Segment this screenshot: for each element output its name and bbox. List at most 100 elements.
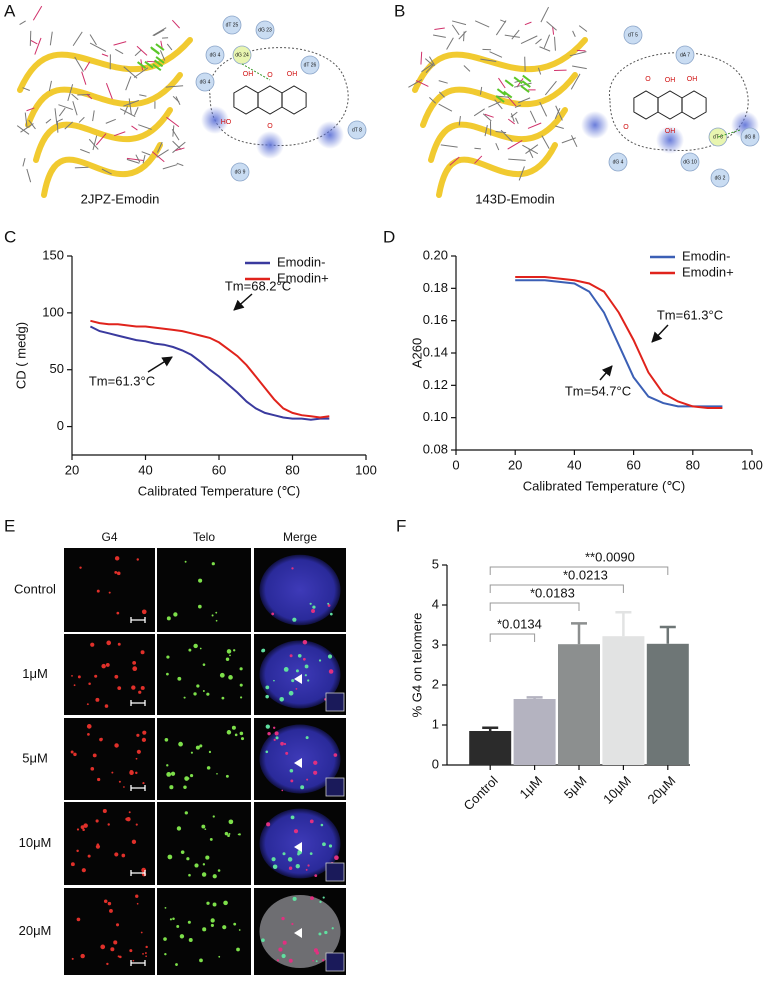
focus	[282, 852, 286, 856]
stick	[74, 56, 84, 72]
structure-caption: 2JPZ-Emodin	[81, 191, 160, 206]
focus	[283, 667, 289, 672]
stick	[429, 56, 436, 66]
residue-label: dG 24	[235, 52, 249, 58]
stick	[525, 144, 539, 154]
significance-bracket	[489, 633, 536, 642]
focus	[106, 640, 112, 646]
annotation-arrow	[147, 356, 173, 373]
stick	[171, 19, 181, 29]
stick	[166, 116, 180, 128]
exposure-blob	[316, 121, 344, 149]
ligand-stick	[152, 63, 162, 72]
focus	[106, 962, 109, 966]
residue-label: dG 9	[235, 169, 246, 175]
residue-label: dT 26	[304, 62, 317, 68]
stick	[113, 41, 127, 46]
residue-label: dG 23	[258, 27, 272, 33]
focus	[90, 642, 95, 647]
y-tick-label: 2	[432, 676, 439, 691]
focus	[239, 683, 243, 687]
focus	[172, 917, 175, 921]
stick	[123, 106, 129, 115]
nucleus	[259, 640, 341, 709]
focus	[280, 741, 284, 746]
focus	[87, 733, 90, 736]
stick	[139, 94, 147, 97]
stick	[408, 79, 423, 88]
stick	[572, 30, 576, 37]
stick	[495, 131, 507, 134]
nucleus	[259, 554, 341, 626]
stick	[165, 85, 184, 88]
bar	[602, 636, 645, 765]
stick	[134, 107, 139, 116]
focus	[211, 562, 215, 566]
focus	[205, 855, 210, 860]
focus	[170, 771, 176, 776]
atom-label: OH	[665, 77, 676, 84]
focus	[309, 819, 314, 824]
focus	[196, 684, 200, 688]
stick	[546, 21, 557, 31]
focus	[314, 874, 318, 878]
stick	[539, 101, 548, 117]
focus	[132, 660, 137, 665]
focus	[177, 676, 182, 681]
stick	[19, 20, 26, 26]
stick	[463, 31, 465, 42]
focus	[273, 738, 276, 742]
focus	[211, 614, 214, 617]
focus	[265, 685, 270, 690]
stick	[421, 62, 435, 73]
micrograph	[157, 888, 251, 975]
ligand-stick	[504, 79, 514, 87]
data-line	[515, 279, 723, 408]
focus	[195, 745, 200, 750]
stick	[48, 80, 52, 92]
stick	[420, 51, 423, 65]
focus	[226, 730, 232, 735]
focus	[77, 675, 81, 679]
stick	[22, 87, 30, 91]
stick	[541, 135, 550, 149]
stick	[78, 116, 85, 123]
h-bond	[717, 129, 741, 138]
focus	[279, 697, 284, 702]
stick	[54, 108, 58, 126]
residue-label: dT 25	[226, 22, 239, 28]
focus	[306, 778, 309, 781]
focus	[229, 654, 231, 657]
focus	[216, 772, 218, 775]
stick	[415, 80, 429, 87]
focus	[179, 934, 185, 939]
y-tick-label: 0.14	[423, 344, 448, 359]
stick	[81, 71, 87, 85]
stick	[152, 27, 167, 37]
residue	[195, 72, 215, 92]
focus	[95, 844, 101, 849]
focus	[142, 952, 144, 955]
inset	[325, 777, 345, 797]
focus	[100, 944, 106, 950]
focus	[291, 567, 294, 570]
bar	[513, 699, 556, 765]
ligand-stick	[495, 95, 505, 103]
residue-label: dG 4	[210, 52, 221, 58]
stick	[515, 117, 519, 125]
focus	[322, 842, 326, 847]
scale-bar	[130, 617, 146, 623]
focus	[110, 947, 115, 952]
focus	[141, 737, 147, 742]
focus	[225, 774, 229, 778]
stick	[135, 154, 141, 163]
ligand-stick	[150, 47, 160, 55]
stick	[20, 123, 34, 133]
y-tick-label: 150	[42, 247, 64, 262]
stick	[89, 42, 107, 52]
focus	[199, 744, 203, 748]
ligand-stick	[153, 59, 164, 68]
stick	[429, 97, 437, 104]
focus	[132, 959, 135, 962]
focus	[100, 737, 103, 741]
